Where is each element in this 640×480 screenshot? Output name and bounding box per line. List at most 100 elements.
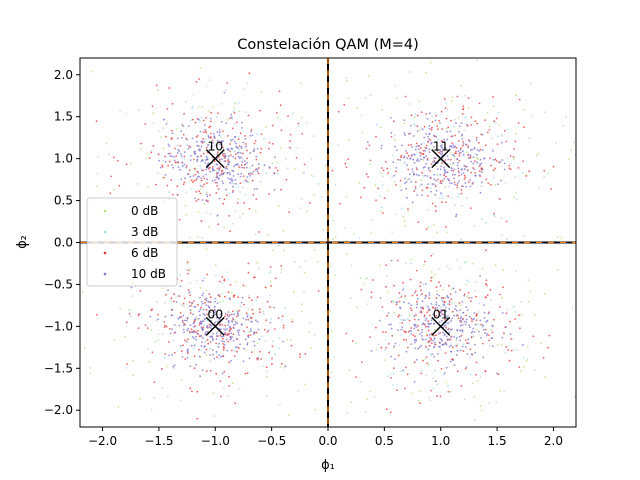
scatter-point <box>470 353 473 356</box>
scatter-point <box>384 348 386 351</box>
scatter-point <box>449 158 452 161</box>
scatter-point <box>180 178 183 181</box>
scatter-point <box>317 290 320 292</box>
scatter-point <box>401 322 404 324</box>
scatter-point <box>422 283 425 286</box>
scatter-point <box>422 153 425 155</box>
scatter-point <box>237 314 240 317</box>
scatter-point <box>440 201 443 204</box>
scatter-point <box>219 135 222 138</box>
scatter-point <box>227 155 230 158</box>
scatter-point <box>375 123 378 126</box>
scatter-point <box>195 316 197 318</box>
scatter-point <box>403 220 406 223</box>
scatter-point <box>424 324 426 326</box>
scatter-point <box>265 366 268 369</box>
scatter-point <box>403 287 406 290</box>
scatter-point <box>413 123 415 125</box>
x-tick-label: 1.0 <box>431 434 450 448</box>
scatter-point <box>192 347 195 350</box>
scatter-point <box>398 292 401 295</box>
scatter-point <box>465 261 467 263</box>
scatter-point <box>482 356 485 359</box>
scatter-point <box>263 312 265 315</box>
scatter-point <box>428 125 431 127</box>
scatter-point <box>464 176 467 179</box>
scatter-point <box>480 409 483 412</box>
scatter-point <box>239 216 242 219</box>
scatter-point <box>418 174 420 177</box>
scatter-point <box>415 269 418 272</box>
scatter-point <box>534 368 536 371</box>
scatter-point <box>530 82 532 85</box>
scatter-point <box>240 146 243 148</box>
scatter-point <box>410 262 412 265</box>
scatter-point <box>452 359 454 362</box>
scatter-point <box>218 342 221 345</box>
scatter-point <box>414 186 417 188</box>
scatter-point <box>198 310 201 313</box>
y-tick-label: 2.0 <box>54 68 73 82</box>
scatter-point <box>237 312 239 315</box>
scatter-point <box>232 189 235 192</box>
scatter-point <box>506 238 508 241</box>
scatter-point <box>203 314 206 317</box>
scatter-point <box>448 179 450 182</box>
scatter-point <box>200 322 203 325</box>
scatter-point <box>465 339 467 341</box>
scatter-point <box>213 308 216 311</box>
scatter-point <box>299 356 301 358</box>
scatter-point <box>213 305 216 308</box>
scatter-point <box>255 299 258 301</box>
scatter-point <box>282 229 285 232</box>
scatter-point <box>201 199 204 201</box>
scatter-point <box>84 347 86 350</box>
scatter-point <box>467 157 470 159</box>
scatter-point <box>542 356 545 359</box>
scatter-point <box>201 294 204 297</box>
scatter-point <box>125 321 128 324</box>
scatter-point <box>232 175 235 177</box>
scatter-point <box>265 126 267 129</box>
scatter-point <box>441 144 443 147</box>
scatter-point <box>285 178 288 181</box>
scatter-point <box>224 315 227 318</box>
scatter-point <box>436 125 438 127</box>
scatter-point <box>498 306 501 308</box>
scatter-point <box>192 175 195 177</box>
scatter-point <box>428 112 431 115</box>
scatter-point <box>479 148 482 151</box>
scatter-point <box>490 299 493 301</box>
scatter-point <box>434 185 437 187</box>
scatter-point <box>196 279 198 282</box>
scatter-point <box>280 362 283 365</box>
scatter-point <box>347 97 350 99</box>
scatter-point <box>500 234 503 237</box>
scatter-point <box>494 264 497 266</box>
scatter-point <box>216 164 219 166</box>
scatter-point <box>254 140 257 142</box>
scatter-point <box>184 177 187 180</box>
scatter-point <box>189 294 191 296</box>
scatter-point <box>202 152 205 155</box>
scatter-point <box>304 260 307 262</box>
scatter-point <box>242 360 245 363</box>
scatter-point <box>166 108 169 110</box>
scatter-point <box>414 323 417 326</box>
legend-marker <box>103 272 107 276</box>
scatter-point <box>204 333 207 336</box>
scatter-point <box>417 221 420 224</box>
scatter-point <box>176 137 179 140</box>
scatter-point <box>441 128 443 130</box>
scatter-point <box>481 326 484 328</box>
scatter-point <box>233 165 235 168</box>
scatter-point <box>424 338 427 341</box>
scatter-point <box>419 184 421 187</box>
scatter-point <box>510 338 512 340</box>
scatter-point <box>266 300 269 303</box>
scatter-point <box>228 315 231 318</box>
scatter-point <box>366 277 369 279</box>
scatter-point <box>390 355 392 358</box>
scatter-point <box>475 295 477 298</box>
